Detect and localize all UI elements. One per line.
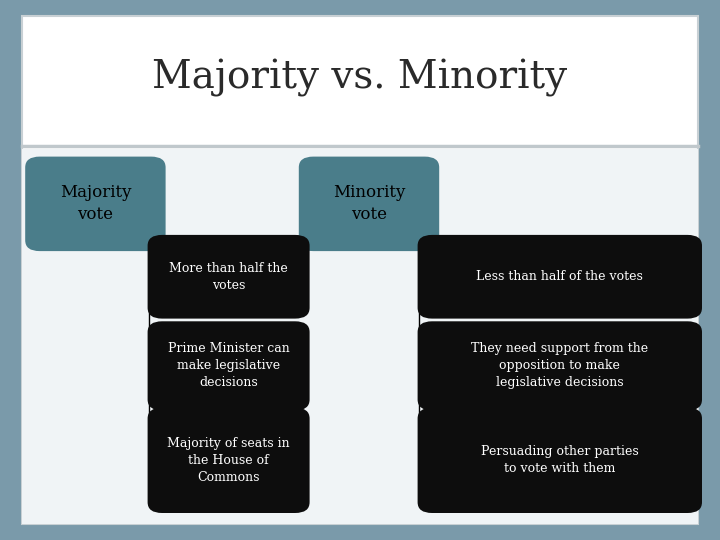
Text: Persuading other parties
to vote with them: Persuading other parties to vote with th… (481, 446, 639, 475)
FancyBboxPatch shape (22, 148, 698, 524)
Text: Majority vs. Minority: Majority vs. Minority (153, 59, 567, 97)
Text: More than half the
votes: More than half the votes (169, 262, 288, 292)
FancyBboxPatch shape (418, 235, 702, 319)
FancyBboxPatch shape (22, 16, 698, 524)
FancyBboxPatch shape (148, 408, 310, 513)
Text: Less than half of the votes: Less than half of the votes (477, 270, 643, 284)
Text: Minority
vote: Minority vote (333, 184, 405, 224)
FancyBboxPatch shape (148, 321, 310, 410)
FancyBboxPatch shape (299, 157, 439, 251)
FancyBboxPatch shape (418, 321, 702, 410)
FancyBboxPatch shape (25, 157, 166, 251)
Text: Prime Minister can
make legislative
decisions: Prime Minister can make legislative deci… (168, 342, 289, 389)
Text: They need support from the
opposition to make
legislative decisions: They need support from the opposition to… (471, 342, 649, 389)
Text: Majority
vote: Majority vote (60, 184, 131, 224)
Text: Majority of seats in
the House of
Commons: Majority of seats in the House of Common… (167, 437, 290, 484)
FancyBboxPatch shape (148, 235, 310, 319)
FancyBboxPatch shape (418, 408, 702, 513)
